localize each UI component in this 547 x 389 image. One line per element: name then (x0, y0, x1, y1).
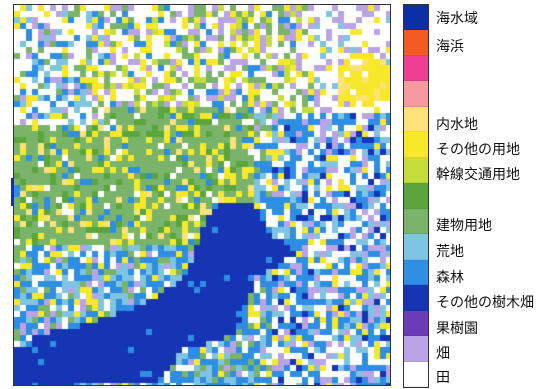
legend-label-other-tree-fields: その他の樹木畑 (436, 295, 534, 311)
legend-label-field: 畑 (436, 346, 450, 362)
legend-color-strip (403, 4, 429, 388)
legend-swatch-field (404, 336, 428, 362)
land-use-map (13, 4, 391, 386)
legend-swatch-green (404, 183, 428, 209)
legend-label-orchard: 果樹園 (436, 321, 478, 337)
legend-label-beach: 海浜 (436, 39, 464, 55)
legend-label-sea-water: 海水域 (436, 11, 478, 27)
legend-swatch-inland-water (404, 106, 428, 133)
legend-swatch-other-tree-fields (404, 285, 428, 311)
land-use-raster (14, 5, 390, 385)
legend-label-wasteland: 荒地 (436, 244, 464, 260)
legend-swatch-wasteland (404, 234, 428, 260)
legend-swatch-building-land (404, 208, 428, 235)
map-edge-marker (11, 178, 14, 206)
legend-label-paddy: 田 (436, 370, 450, 386)
legend-swatch-pink (404, 81, 428, 107)
legend-label-trunk-transport: 幹線交通用地 (436, 167, 520, 183)
legend-swatch-beach (404, 30, 428, 56)
legend-swatch-paddy (404, 361, 428, 388)
legend-swatch-trunk-transport (404, 157, 428, 184)
legend-swatch-other-land (404, 132, 428, 158)
legend-swatch-magenta (404, 55, 428, 82)
legend-label-other-land: その他の用地 (436, 142, 520, 158)
legend-swatch-orchard (404, 310, 428, 337)
legend-label-forest: 森林 (436, 270, 464, 286)
legend-label-building-land: 建物用地 (436, 218, 492, 234)
legend-swatch-sea-water (404, 5, 428, 31)
legend-swatch-forest (404, 259, 428, 286)
legend-label-inland-water: 内水地 (436, 117, 478, 133)
